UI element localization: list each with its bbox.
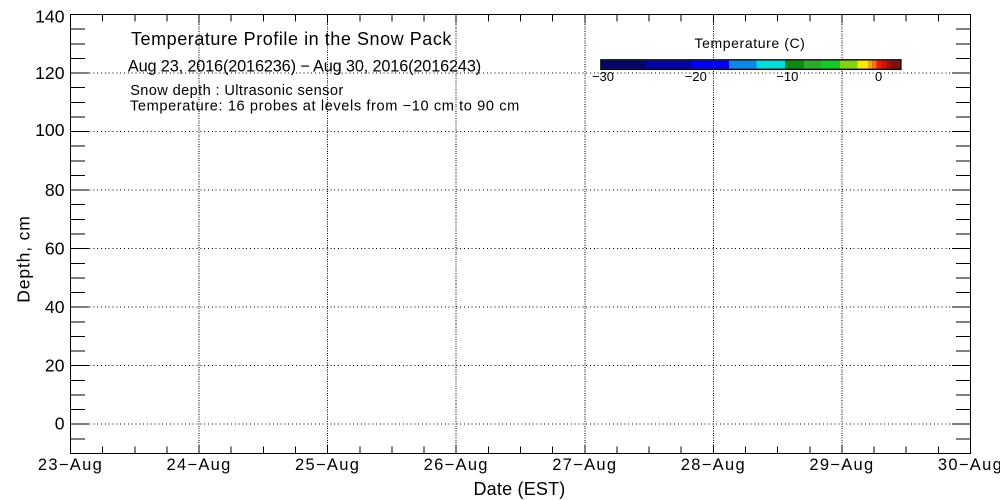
svg-text:−30: −30 [592, 69, 614, 84]
svg-text:60: 60 [45, 239, 65, 259]
svg-text:24−Aug: 24−Aug [166, 456, 231, 474]
svg-text:25−Aug: 25−Aug [295, 456, 360, 474]
svg-text:Depth, cm: Depth, cm [14, 215, 34, 302]
svg-text:140: 140 [35, 6, 65, 26]
svg-text:20: 20 [45, 356, 65, 376]
svg-text:26−Aug: 26−Aug [424, 456, 489, 474]
svg-text:100: 100 [35, 120, 65, 140]
svg-text:27−Aug: 27−Aug [552, 456, 617, 474]
svg-text:0: 0 [875, 69, 882, 84]
svg-text:28−Aug: 28−Aug [681, 456, 746, 474]
svg-text:Aug 23, 2016(2016236) − Aug 30: Aug 23, 2016(2016236) − Aug 30, 2016(201… [128, 57, 481, 75]
svg-text:40: 40 [45, 297, 65, 317]
svg-text:Temperature: 16 probes at leve: Temperature: 16 probes at levels from −1… [130, 99, 520, 115]
svg-text:23−Aug: 23−Aug [38, 456, 103, 474]
svg-text:Temperature (C): Temperature (C) [695, 35, 806, 51]
svg-text:−10: −10 [776, 69, 798, 84]
svg-text:30−Aug: 30−Aug [938, 456, 1000, 474]
svg-text:Date (EST): Date (EST) [473, 479, 565, 499]
svg-text:0: 0 [55, 414, 65, 434]
svg-text:120: 120 [35, 63, 65, 83]
svg-text:−20: −20 [685, 69, 707, 84]
svg-text:29−Aug: 29−Aug [809, 456, 874, 474]
svg-text:Snow depth : Ultrasonic sensor: Snow depth : Ultrasonic sensor [130, 83, 343, 99]
svg-text:80: 80 [45, 180, 65, 200]
svg-text:Temperature Profile in the Sno: Temperature Profile in the Snow Pack [131, 29, 452, 49]
